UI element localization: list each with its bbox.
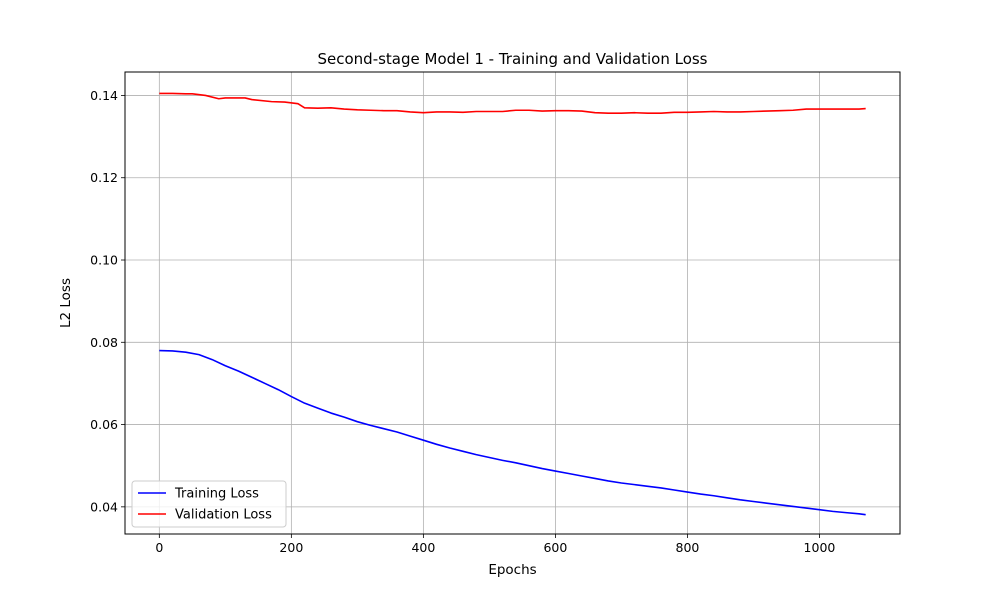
x-tick-label: 200 <box>279 540 303 555</box>
y-tick-label: 0.04 <box>90 499 118 514</box>
y-tick-label: 0.08 <box>90 335 118 350</box>
legend: Training Loss Validation Loss <box>131 480 287 528</box>
y-tick-label: 0.14 <box>90 88 118 103</box>
legend-box <box>131 480 287 528</box>
y-tick-label: 0.10 <box>90 253 118 268</box>
x-tick-label: 800 <box>676 540 700 555</box>
series-layer <box>159 92 866 516</box>
chart-title: Second-stage Model 1 - Training and Vali… <box>318 50 708 68</box>
tick-layer: 0 200 400 600 800 1000 0.04 0.06 0.08 0.10 0.12 0.1… <box>90 88 835 555</box>
legend-items: Training Loss Validation Loss <box>138 487 272 523</box>
y-axis-label: L2 Loss <box>58 278 74 328</box>
legend-label: Validation Loss <box>175 508 272 523</box>
x-tick-label: 600 <box>543 540 567 555</box>
plot-frame <box>124 71 901 535</box>
legend-label: Training Loss <box>174 487 259 502</box>
series-line-validation-loss <box>159 92 866 114</box>
grid-layer <box>125 72 900 534</box>
x-tick-label: 400 <box>411 540 435 555</box>
y-tick-label: 0.12 <box>90 170 118 185</box>
x-axis-label: Epochs <box>488 562 536 578</box>
y-tick-label: 0.06 <box>90 417 118 432</box>
x-tick-label: 0 <box>155 540 163 555</box>
series-line-training-loss <box>159 349 866 516</box>
x-tick-label: 1000 <box>804 540 836 555</box>
